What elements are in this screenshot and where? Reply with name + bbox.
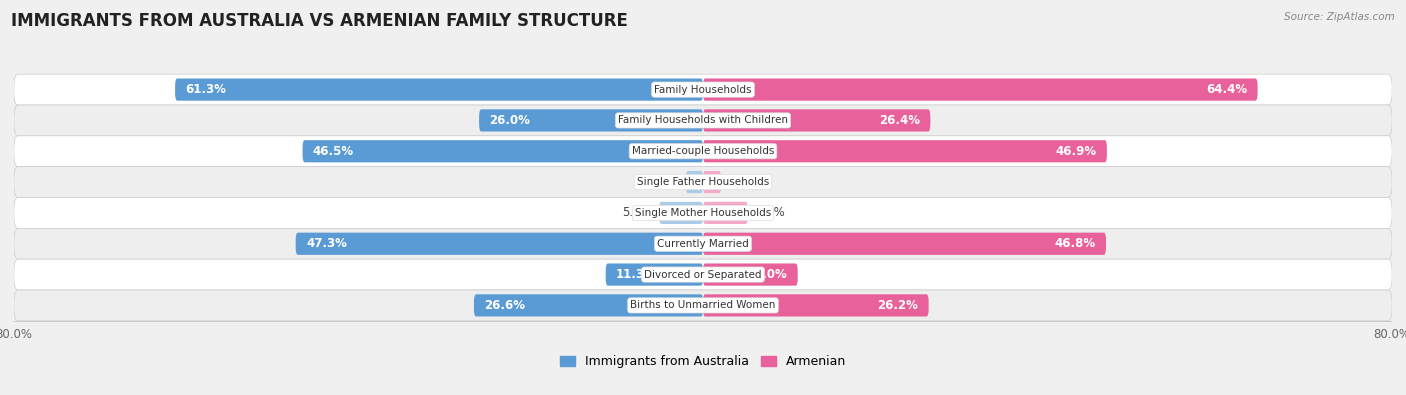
Text: 5.1%: 5.1%	[623, 207, 652, 219]
Text: 61.3%: 61.3%	[186, 83, 226, 96]
FancyBboxPatch shape	[14, 136, 1392, 167]
FancyBboxPatch shape	[14, 228, 1392, 259]
Text: 26.6%: 26.6%	[484, 299, 526, 312]
FancyBboxPatch shape	[703, 263, 797, 286]
Text: 47.3%: 47.3%	[307, 237, 347, 250]
Text: Divorced or Separated: Divorced or Separated	[644, 269, 762, 280]
Text: IMMIGRANTS FROM AUSTRALIA VS ARMENIAN FAMILY STRUCTURE: IMMIGRANTS FROM AUSTRALIA VS ARMENIAN FA…	[11, 12, 628, 30]
Text: 11.0%: 11.0%	[747, 268, 787, 281]
Text: 46.9%: 46.9%	[1056, 145, 1097, 158]
FancyBboxPatch shape	[14, 105, 1392, 136]
Text: 2.0%: 2.0%	[650, 176, 679, 188]
Text: 11.3%: 11.3%	[616, 268, 657, 281]
Legend: Immigrants from Australia, Armenian: Immigrants from Australia, Armenian	[554, 350, 852, 373]
FancyBboxPatch shape	[14, 290, 1392, 321]
FancyBboxPatch shape	[474, 294, 703, 316]
FancyBboxPatch shape	[479, 109, 703, 132]
Text: 26.0%: 26.0%	[489, 114, 530, 127]
FancyBboxPatch shape	[703, 171, 721, 193]
FancyBboxPatch shape	[703, 109, 931, 132]
FancyBboxPatch shape	[14, 259, 1392, 290]
Text: Currently Married: Currently Married	[657, 239, 749, 249]
Text: Single Father Households: Single Father Households	[637, 177, 769, 187]
FancyBboxPatch shape	[14, 74, 1392, 105]
Text: 26.2%: 26.2%	[877, 299, 918, 312]
Text: 46.8%: 46.8%	[1054, 237, 1095, 250]
FancyBboxPatch shape	[703, 202, 748, 224]
Text: Family Households with Children: Family Households with Children	[619, 115, 787, 126]
FancyBboxPatch shape	[703, 294, 928, 316]
Text: 2.1%: 2.1%	[728, 176, 758, 188]
FancyBboxPatch shape	[295, 233, 703, 255]
FancyBboxPatch shape	[302, 140, 703, 162]
Text: 5.2%: 5.2%	[755, 207, 785, 219]
FancyBboxPatch shape	[659, 202, 703, 224]
Text: Married-couple Households: Married-couple Households	[631, 146, 775, 156]
FancyBboxPatch shape	[14, 198, 1392, 228]
Text: Single Mother Households: Single Mother Households	[636, 208, 770, 218]
FancyBboxPatch shape	[176, 79, 703, 101]
Text: 46.5%: 46.5%	[314, 145, 354, 158]
FancyBboxPatch shape	[703, 79, 1257, 101]
FancyBboxPatch shape	[606, 263, 703, 286]
FancyBboxPatch shape	[14, 167, 1392, 198]
Text: Family Households: Family Households	[654, 85, 752, 94]
Text: 64.4%: 64.4%	[1206, 83, 1247, 96]
Text: Births to Unmarried Women: Births to Unmarried Women	[630, 301, 776, 310]
Text: Source: ZipAtlas.com: Source: ZipAtlas.com	[1284, 12, 1395, 22]
FancyBboxPatch shape	[686, 171, 703, 193]
FancyBboxPatch shape	[703, 140, 1107, 162]
Text: 26.4%: 26.4%	[879, 114, 920, 127]
FancyBboxPatch shape	[703, 233, 1107, 255]
